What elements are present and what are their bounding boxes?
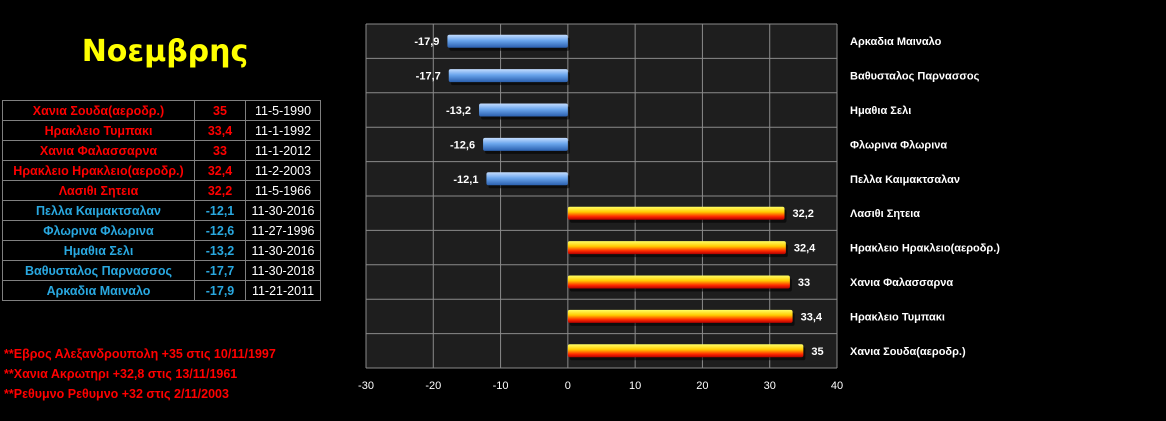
record-value: -12,1 <box>194 200 246 221</box>
x-tick-label: -20 <box>425 380 441 392</box>
record-station: Φλωρινα Φλωρινα <box>2 220 195 241</box>
record-value: 33 <box>194 140 246 161</box>
record-value: 32,4 <box>194 160 246 181</box>
record-value: -17,9 <box>194 280 246 301</box>
x-tick-label: 0 <box>565 380 571 392</box>
table-row: Ηρακλειο Τυμπακι 33,4 11-1-1992 <box>2 120 321 141</box>
category-label: Αρκαδια Μαιναλο <box>850 36 942 48</box>
data-label: -13,2 <box>446 105 471 117</box>
record-date: 11-30-2016 <box>245 200 321 221</box>
category-label: Λασιθι Σητεια <box>850 208 920 220</box>
note-line: **Εβρος Αλεξανδρουπολη +35 στις 10/11/19… <box>4 347 276 361</box>
record-station: Ημαθια Σελι <box>2 240 195 261</box>
record-station: Βαθυσταλος Παρνασσος <box>2 260 195 281</box>
x-tick-label: -10 <box>493 380 509 392</box>
category-label: Ηρακλειο Τυμπακι <box>850 311 945 323</box>
records-table: Χανια Σουδα(αεροδρ.) 35 11-5-1990 Ηρακλειο … <box>2 100 321 301</box>
data-label: 35 <box>811 346 823 358</box>
x-tick-label: 10 <box>629 380 641 392</box>
category-label: Χανια Σουδα(αεροδρ.) <box>850 346 966 358</box>
bar <box>567 344 804 358</box>
record-date: 11-27-1996 <box>245 220 321 241</box>
table-row: Χανια Φαλασσαρνα 33 11-1-2012 <box>2 140 321 161</box>
bar <box>567 241 786 255</box>
bar <box>486 172 568 186</box>
table-row: Ηρακλειο Ηρακλειο(αεροδρ.) 32,4 11-2-2003 <box>2 160 321 181</box>
data-label: 33,4 <box>801 311 823 323</box>
data-label: -17,9 <box>414 36 439 48</box>
record-station: Χανια Σουδα(αεροδρ.) <box>2 100 195 121</box>
bar <box>483 137 568 151</box>
record-station: Αρκαδια Μαιναλο <box>2 280 195 301</box>
record-value: 33,4 <box>194 120 246 141</box>
bar <box>567 275 790 289</box>
table-row: Βαθυσταλος Παρνασσος -17,7 11-30-2018 <box>2 260 321 281</box>
category-label: Βαθυσταλος Παρνασσος <box>850 71 980 83</box>
bar <box>447 34 568 48</box>
bar <box>479 103 568 117</box>
note-line: **Ρεθυμνο Ρεθυμνο +32 στις 2/11/2003 <box>4 387 229 401</box>
data-label: -17,7 <box>416 71 441 83</box>
record-value: -17,7 <box>194 260 246 281</box>
table-row: Αρκαδια Μαιναλο -17,9 11-21-2011 <box>2 280 321 301</box>
data-label: 33 <box>798 277 810 289</box>
record-value: -13,2 <box>194 240 246 261</box>
x-tick-label: 20 <box>696 380 708 392</box>
bar-chart: -17,9 -17,7 -13,2 -12,6 -12,1 32,2 32,4 33 33,4 3… <box>358 23 1000 392</box>
table-row: Χανια Σουδα(αεροδρ.) 35 11-5-1990 <box>2 100 321 121</box>
record-station: Λασιθι Σητεια <box>2 180 195 201</box>
table-row: Λασιθι Σητεια 32,2 11-5-1966 <box>2 180 321 201</box>
record-date: 11-21-2011 <box>245 280 321 301</box>
bar <box>567 206 785 220</box>
record-station: Ηρακλειο Τυμπακι <box>2 120 195 141</box>
record-date: 11-2-2003 <box>245 160 321 181</box>
bar <box>448 69 568 83</box>
record-station: Ηρακλειο Ηρακλειο(αεροδρ.) <box>2 160 195 181</box>
data-label: 32,2 <box>793 208 814 220</box>
data-label: -12,6 <box>450 139 475 151</box>
bar <box>567 309 793 323</box>
page-title: Νοεμβρης <box>81 34 249 69</box>
category-label: Φλωρινα Φλωρινα <box>850 139 947 151</box>
record-date: 11-5-1990 <box>245 100 321 121</box>
record-date: 11-5-1966 <box>245 180 321 201</box>
category-label: Ηρακλειο Ηρακλειο(αεροδρ.) <box>850 243 1000 255</box>
table-row: Ημαθια Σελι -13,2 11-30-2016 <box>2 240 321 261</box>
record-date: 11-30-2016 <box>245 240 321 261</box>
record-value: 35 <box>194 100 246 121</box>
data-label: 32,4 <box>794 243 816 255</box>
category-label: Πελλα Καιμακτσαλαν <box>850 174 960 186</box>
category-label: Χανια Φαλασσαρνα <box>850 277 953 289</box>
record-value: -12,6 <box>194 220 246 241</box>
note-line: **Χανια Ακρωτηρι +32,8 στις 13/11/1961 <box>4 367 238 381</box>
record-station: Χανια Φαλασσαρνα <box>2 140 195 161</box>
notes-list: **Εβρος Αλεξανδρουπολη +35 στις 10/11/19… <box>4 344 276 404</box>
table-row: Φλωρινα Φλωρινα -12,6 11-27-1996 <box>2 220 321 241</box>
x-tick-label: 30 <box>764 380 776 392</box>
table-row: Πελλα Καιμακτσαλαν -12,1 11-30-2016 <box>2 200 321 221</box>
record-date: 11-1-2012 <box>245 140 321 161</box>
x-tick-label: 40 <box>831 380 843 392</box>
record-date: 11-30-2018 <box>245 260 321 281</box>
data-label: -12,1 <box>453 174 478 186</box>
record-station: Πελλα Καιμακτσαλαν <box>2 200 195 221</box>
record-value: 32,2 <box>194 180 246 201</box>
x-tick-label: -30 <box>358 380 374 392</box>
category-label: Ημαθια Σελι <box>850 105 911 117</box>
record-date: 11-1-1992 <box>245 120 321 141</box>
